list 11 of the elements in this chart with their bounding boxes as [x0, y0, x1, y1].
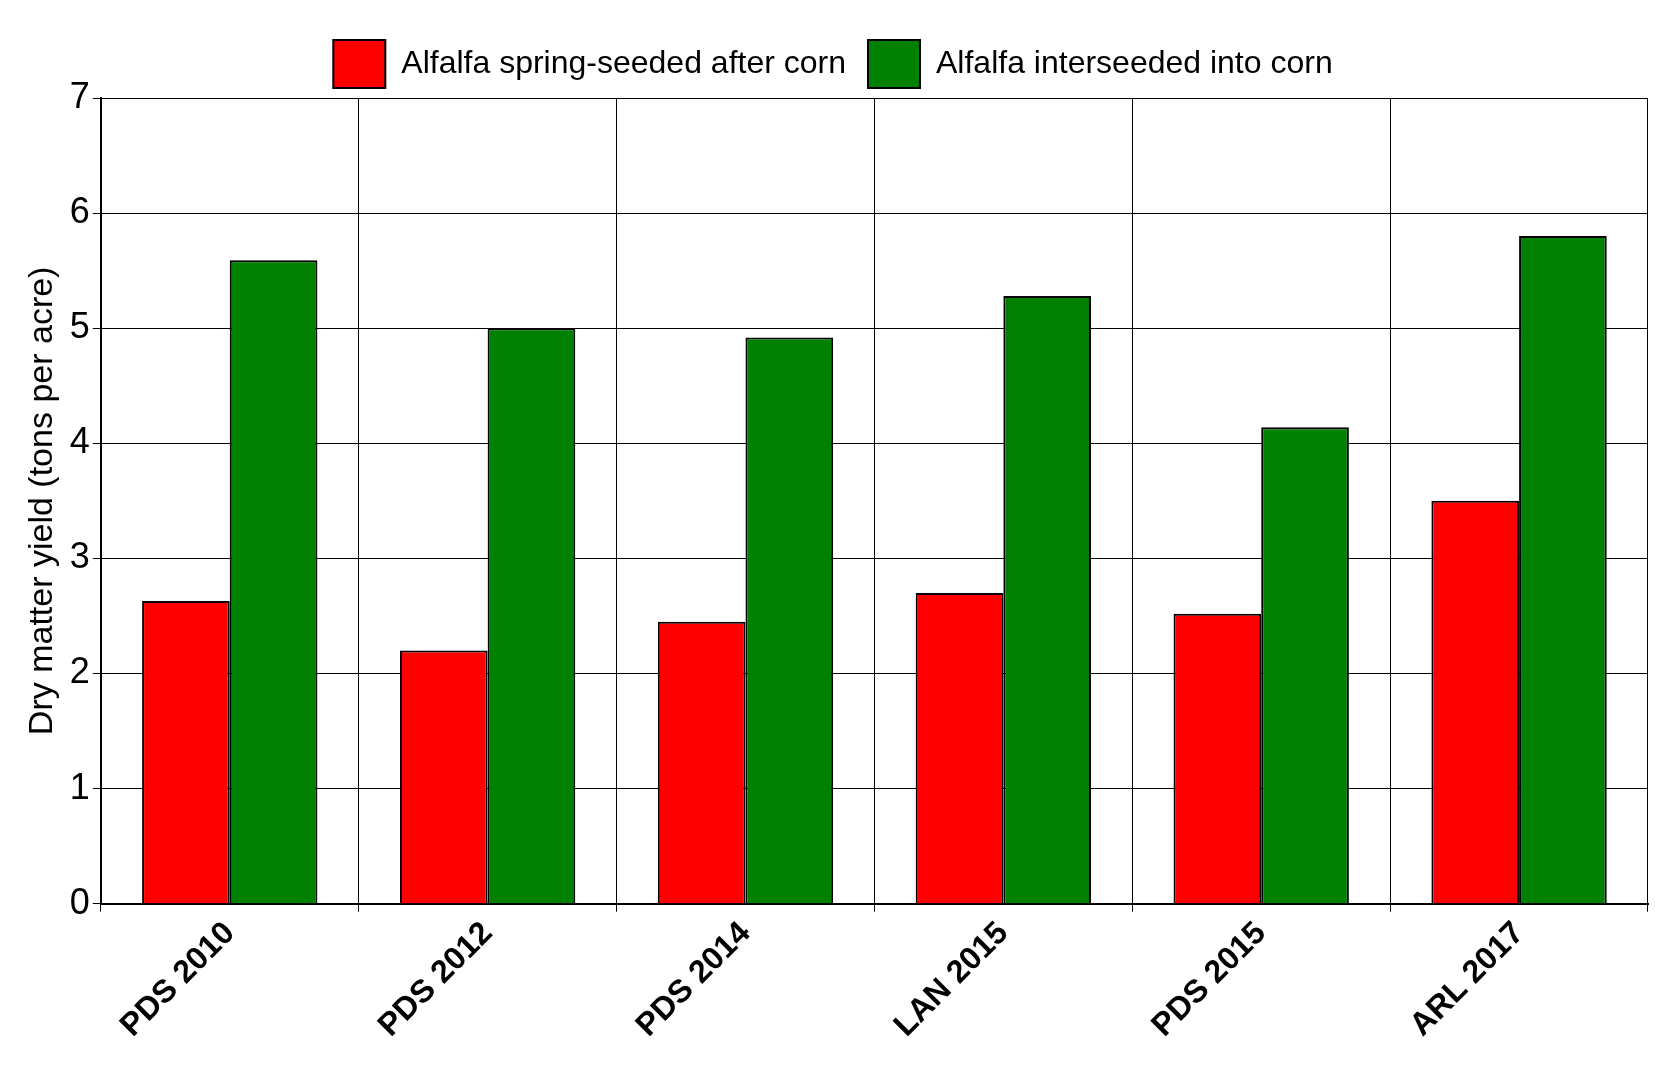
- legend-label: Alfalfa interseeded into corn: [936, 43, 1333, 80]
- legend-label: Alfalfa spring-seeded after corn: [401, 43, 846, 80]
- y-tick-label: 0: [69, 880, 90, 922]
- y-tick-label: 3: [69, 535, 90, 577]
- y-tick-label: 6: [69, 190, 90, 232]
- y-tick-label: 2: [69, 650, 90, 692]
- y-tick-label: 4: [69, 420, 90, 462]
- y-tick-label: 7: [69, 74, 90, 116]
- y-tick-label: 5: [69, 305, 90, 347]
- y-tick-label: 1: [69, 765, 90, 807]
- y-axis-title: Dry matter yield (tons per acre): [20, 266, 59, 736]
